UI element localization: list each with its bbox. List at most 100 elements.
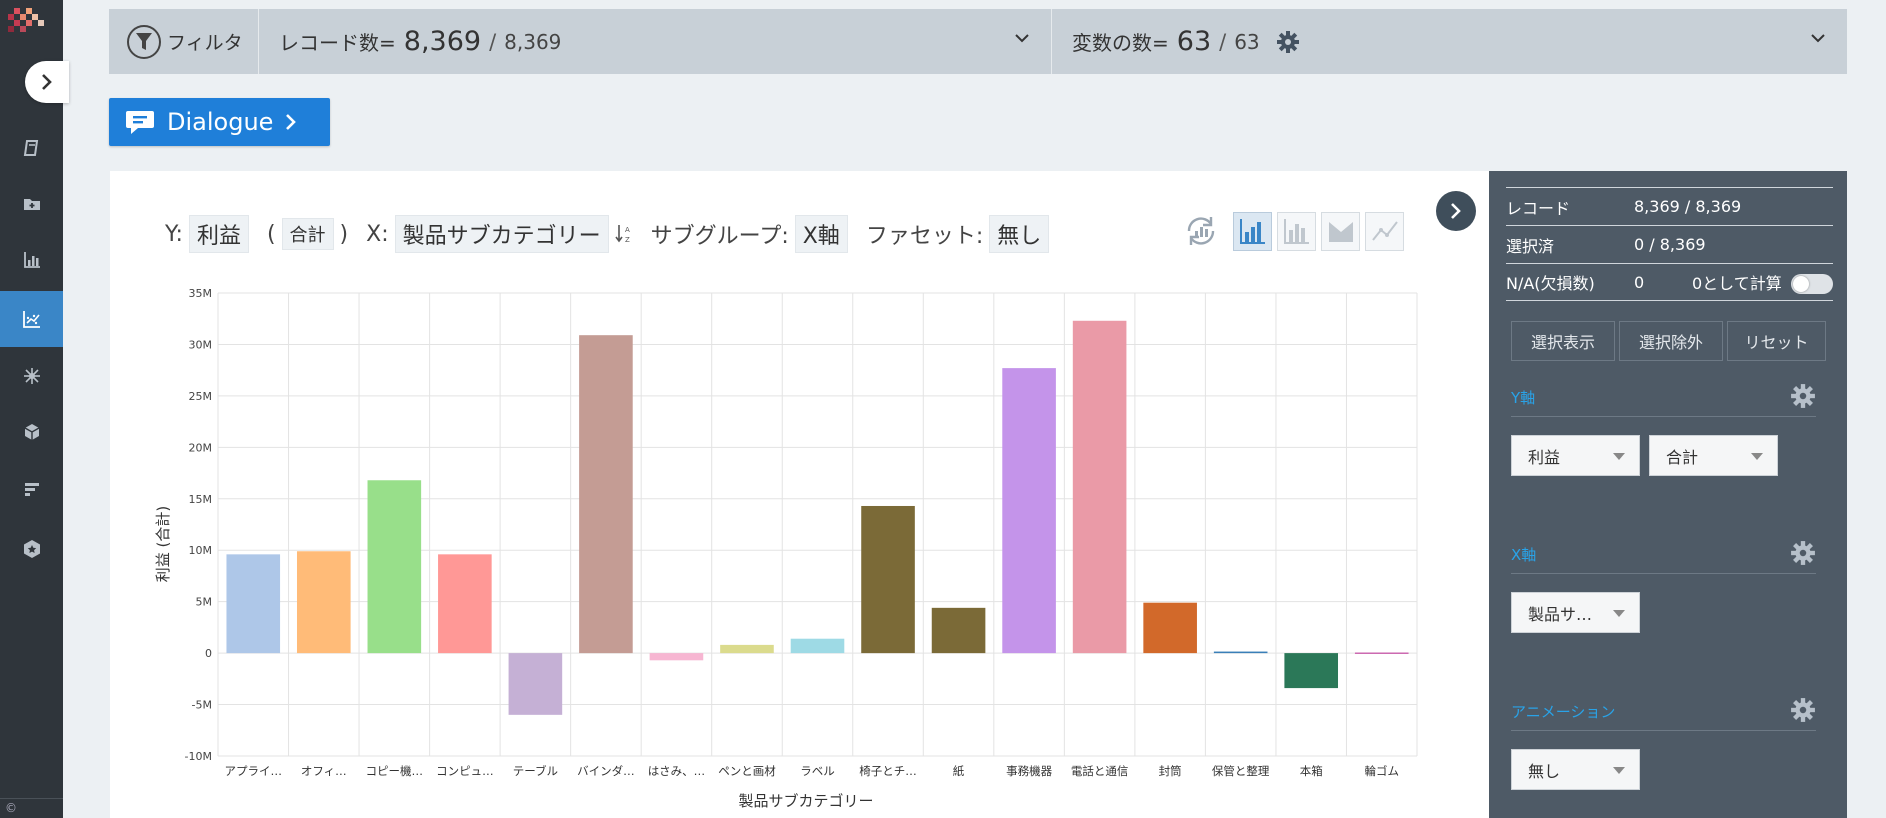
caret-down-icon [1613, 610, 1625, 617]
nav-network[interactable] [0, 348, 63, 404]
y-tick-label: 35M [189, 287, 213, 300]
records-key: レコード [1506, 198, 1571, 218]
x-tick-label: 保管と整理 [1212, 764, 1270, 778]
x-tick-label: コンピュ… [436, 764, 494, 778]
book-icon [23, 140, 38, 156]
records-dropdown[interactable]: レコード数= 8,369 / 8,369 [259, 9, 1052, 74]
facet-select[interactable]: 無し [989, 215, 1050, 253]
gear-icon[interactable] [1276, 30, 1300, 54]
bar[interactable] [226, 554, 281, 654]
y-axis-section: Y軸 [1511, 384, 1816, 417]
bar[interactable] [367, 480, 422, 654]
app-logo[interactable] [6, 4, 52, 42]
selected-key: 選択済 [1506, 236, 1555, 256]
grouped-bar-icon [1283, 219, 1309, 244]
side-panel: レコード 8,369 / 8,369 選択済 0 / 8,369 N/A(欠損数… [1489, 171, 1847, 818]
svg-text:Z: Z [625, 236, 630, 244]
gear-icon[interactable] [1790, 697, 1816, 723]
nav-folder[interactable] [0, 176, 63, 232]
subgroup-select[interactable]: X軸 [794, 215, 848, 253]
area-view-button[interactable] [1321, 211, 1360, 251]
bar[interactable] [296, 551, 351, 654]
bar[interactable] [438, 554, 492, 654]
zero-calc-label: 0として計算 [1692, 274, 1782, 293]
y-aggregate-value: 合計 [1666, 447, 1699, 467]
bar[interactable] [1002, 368, 1056, 654]
bar[interactable] [1213, 651, 1268, 654]
variables-dropdown[interactable]: 変数の数= 63 / 63 [1052, 9, 1847, 74]
bar[interactable] [1284, 653, 1339, 689]
nav-book[interactable] [0, 120, 63, 176]
bar[interactable] [579, 335, 633, 654]
y-aggregate-dropdown[interactable]: 合計 [1649, 435, 1778, 476]
grouped-bar-view-button[interactable] [1277, 211, 1316, 251]
y-tick-labels: 35M 30M 25M 20M 15M 10M 5M 0 -5M -10M [185, 287, 212, 763]
gear-icon[interactable] [1790, 540, 1816, 566]
chevron-down-icon [1015, 34, 1029, 43]
x-tick-label: ペンと画材 [718, 764, 776, 778]
nav-list-bars[interactable] [0, 461, 63, 517]
area-chart-icon [1328, 222, 1353, 242]
animation-value: 無し [1528, 761, 1561, 781]
filter-button[interactable]: フィルタ [109, 9, 259, 74]
bar[interactable] [1354, 652, 1409, 654]
y-variable-select[interactable]: 利益 [188, 215, 249, 253]
animation-dropdown[interactable]: 無し [1511, 749, 1640, 790]
bar[interactable] [931, 607, 986, 654]
nav-badge[interactable] [0, 521, 63, 577]
x-tick-label: 椅子とチ… [859, 764, 917, 778]
nav-bar-chart[interactable] [0, 232, 63, 288]
zero-calc-toggle[interactable] [1791, 274, 1833, 294]
y-tick-label: 0 [205, 647, 212, 660]
bar[interactable] [861, 505, 915, 654]
x-tick-label: 電話と通信 [1071, 764, 1129, 778]
chevron-right-icon [42, 74, 52, 90]
missing-row: N/A(欠損数) 0 0として計算 [1506, 263, 1833, 301]
missing-value: 0 [1634, 272, 1645, 292]
y-tick-label: 25M [189, 390, 213, 403]
line-view-button[interactable] [1365, 211, 1404, 251]
bar[interactable] [508, 653, 563, 715]
x-tick-label: テーブル [513, 764, 558, 778]
chat-bubble-icon [126, 111, 154, 134]
records-total: 8,369 [504, 29, 562, 54]
records-row: レコード 8,369 / 8,369 [1506, 187, 1833, 225]
records-count: 8,369 [403, 26, 482, 57]
exclude-selected-button[interactable]: 選択除外 [1619, 321, 1723, 361]
show-selected-button[interactable]: 選択表示 [1511, 321, 1615, 361]
bar[interactable] [1072, 320, 1127, 654]
svg-text:A: A [625, 226, 630, 234]
bar[interactable] [790, 638, 845, 654]
y-variable-dropdown[interactable]: 利益 [1511, 435, 1640, 476]
filter-icon [127, 24, 161, 59]
x-tick-label: バインダ… [577, 764, 635, 778]
dialogue-button[interactable]: Dialogue [109, 98, 330, 146]
bar[interactable] [649, 653, 704, 661]
x-tick-labels: アプライ… オフィ… コピー機… コンピュ… テーブル バインダ… はさみ、… ペンと画材 ラベ… [225, 764, 1399, 778]
bar[interactable] [720, 644, 774, 654]
bar-view-button[interactable] [1233, 211, 1272, 251]
x-variable-dropdown[interactable]: 製品サ… [1511, 592, 1640, 633]
bar-chart-icon [1239, 219, 1265, 244]
nav-cube[interactable] [0, 404, 63, 460]
chart-view-buttons [1180, 210, 1404, 252]
y-tick-label: 30M [189, 338, 213, 351]
bar[interactable] [1143, 602, 1197, 654]
expand-sidebar-button[interactable] [25, 61, 69, 103]
sort-az-icon[interactable]: AZ [615, 223, 633, 245]
x-tick-label: はさみ、… [648, 764, 706, 778]
x-variable-select[interactable]: 製品サブカテゴリー [394, 215, 609, 253]
x-tick-label: 本箱 [1300, 764, 1323, 778]
nav-scatter-chart[interactable] [0, 291, 63, 347]
cube-icon [24, 424, 39, 440]
y-aggregate-select[interactable]: 合計 [281, 218, 334, 250]
subgroup-label: サブグループ: [650, 224, 789, 249]
y-axis-section-title: Y軸 [1511, 389, 1536, 407]
reset-button[interactable]: リセット [1727, 321, 1826, 361]
toggle-side-panel-button[interactable] [1436, 191, 1476, 231]
refresh-button[interactable] [1180, 210, 1222, 252]
x-tick-label: 輪ゴム [1364, 764, 1399, 778]
gear-icon[interactable] [1790, 383, 1816, 409]
x-axis-section-title: X軸 [1511, 546, 1537, 564]
